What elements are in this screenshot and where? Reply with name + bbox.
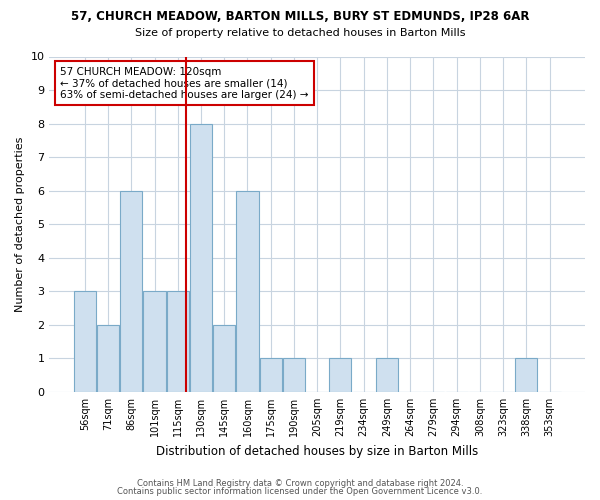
Bar [236,190,259,392]
Y-axis label: Number of detached properties: Number of detached properties [15,136,25,312]
Text: Size of property relative to detached houses in Barton Mills: Size of property relative to detached ho… [135,28,465,38]
Bar [97,325,119,392]
Bar [260,358,282,392]
Text: 57, CHURCH MEADOW, BARTON MILLS, BURY ST EDMUNDS, IP28 6AR: 57, CHURCH MEADOW, BARTON MILLS, BURY ST… [71,10,529,23]
Bar [190,124,212,392]
Text: 57 CHURCH MEADOW: 120sqm
← 37% of detached houses are smaller (14)
63% of semi-d: 57 CHURCH MEADOW: 120sqm ← 37% of detach… [60,66,308,100]
Bar [143,292,166,392]
Bar [120,190,142,392]
Text: Contains HM Land Registry data © Crown copyright and database right 2024.: Contains HM Land Registry data © Crown c… [137,478,463,488]
Text: Contains public sector information licensed under the Open Government Licence v3: Contains public sector information licen… [118,487,482,496]
X-axis label: Distribution of detached houses by size in Barton Mills: Distribution of detached houses by size … [156,444,478,458]
Bar [376,358,398,392]
Bar [515,358,538,392]
Bar [283,358,305,392]
Bar [167,292,189,392]
Bar [329,358,352,392]
Bar [74,292,96,392]
Bar [213,325,235,392]
